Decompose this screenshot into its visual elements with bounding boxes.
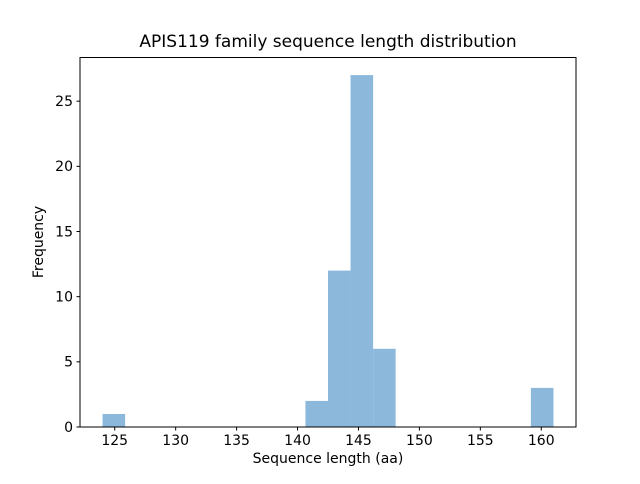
x-tick-label: 145 (345, 433, 372, 449)
y-axis-label: Frequency (31, 206, 47, 278)
x-tick-label: 155 (467, 433, 494, 449)
y-tick-label: 0 (64, 420, 73, 436)
x-tick-label: 130 (162, 433, 189, 449)
x-tick-label: 150 (406, 433, 433, 449)
histogram-bar (350, 75, 374, 427)
y-tick-label: 25 (55, 94, 73, 110)
y-tick-label: 10 (55, 289, 73, 305)
y-tick-label: 15 (55, 224, 73, 240)
x-tick-label: 140 (284, 433, 311, 449)
histogram-bar (102, 413, 126, 427)
x-axis-label: Sequence length (aa) (253, 451, 404, 467)
x-tick-label: 135 (223, 433, 250, 449)
histogram-bar (305, 400, 328, 427)
chart-title: APIS119 family sequence length distribut… (139, 32, 516, 52)
y-tick-label: 5 (64, 355, 73, 371)
histogram-bar (328, 270, 351, 427)
histogram-bar (530, 387, 554, 427)
axes-group: 125 130 135 140 145 150 155 160 0 5 10 15 20 25 (55, 57, 577, 449)
y-tick-label: 20 (55, 159, 73, 175)
x-tick-label: 160 (528, 433, 555, 449)
histogram-bar (373, 348, 396, 427)
plot-frame (79, 57, 577, 428)
bars-group (102, 75, 554, 427)
x-tick-label: 125 (101, 433, 128, 449)
